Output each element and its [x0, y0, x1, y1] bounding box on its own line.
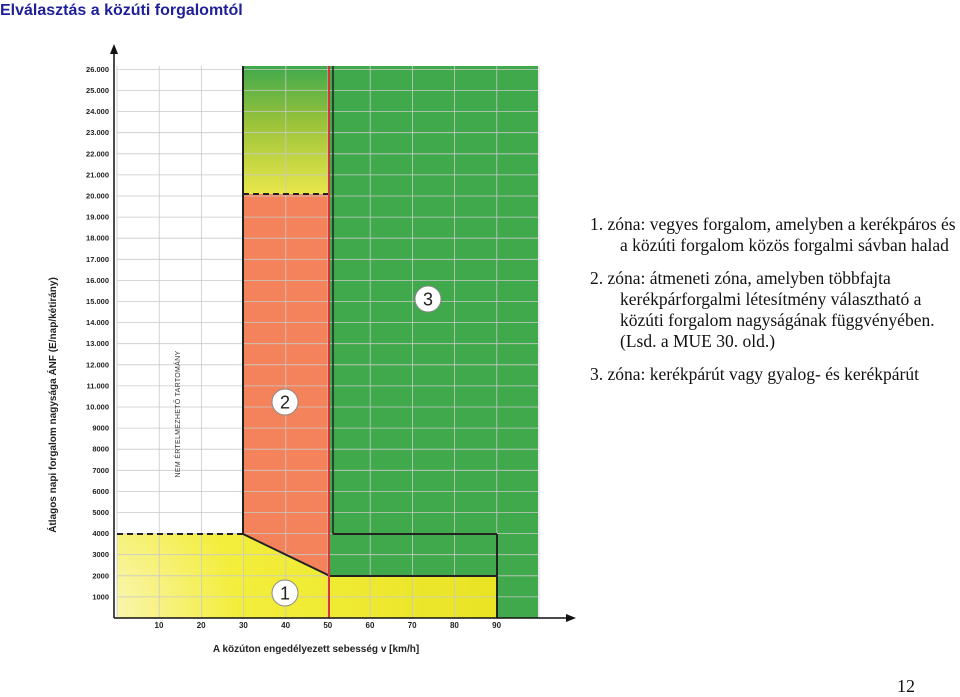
x-tick-label: 80: [450, 621, 459, 630]
y-tick-label: 11.000: [86, 381, 109, 390]
y-tick-label: 21.000: [86, 170, 109, 179]
y-tick-label: 20.000: [86, 192, 109, 201]
x-tick-label: 30: [239, 621, 248, 630]
y-axis-label: Átlagos napi forgalom nagysága ÁNF (E/na…: [46, 277, 59, 533]
zone-3-badge: 3: [414, 285, 442, 313]
svg-text:1: 1: [280, 584, 290, 604]
y-tick-label: 8000: [92, 445, 109, 454]
y-tick-label: 17.000: [86, 255, 109, 264]
page-number: 12: [897, 676, 915, 696]
legend-text: zóna: kerékpárút vagy gyalog- és kerékpá…: [607, 364, 919, 384]
x-tick-label: 60: [366, 621, 375, 630]
y-tick-label: 9000: [92, 424, 109, 433]
x-tick-label: 10: [155, 621, 164, 630]
zone-2-badge: 2: [271, 388, 299, 416]
y-tick-label: 25.000: [86, 86, 109, 95]
y-tick-label: 22.000: [86, 149, 109, 158]
y-tick-label: 2000: [92, 571, 109, 580]
legend-number: 3.: [590, 364, 604, 384]
zone-diagram: 1000 2000 3000 4000 5000 6000 7000 8000 9000 10.0…: [46, 44, 576, 655]
zone-legend: 1. zóna: vegyes forgalom, amelyben a ker…: [590, 214, 960, 397]
zone-1-badge: 1: [271, 579, 299, 607]
zone-boundaries: [117, 66, 498, 618]
y-tick-label: 24.000: [86, 107, 109, 116]
y-tick-label: 13.000: [86, 339, 109, 348]
undefined-range-area: [117, 66, 243, 534]
legend-item-zone-2: 2. zóna: átmeneti zóna, amelyben többfaj…: [590, 268, 960, 352]
y-tick-label: 3000: [92, 550, 109, 559]
undefined-range-label: NEM ÉRTELMEZHETŐ TARTOMÁNY: [173, 350, 182, 477]
legend-number: 1.: [590, 214, 604, 234]
zone-2-area: [243, 194, 330, 576]
legend-item-zone-3: 3. zóna: kerékpárút vagy gyalog- és keré…: [590, 364, 960, 385]
y-tick-label: 10.000: [86, 403, 109, 412]
y-axis-tick-labels: 1000 2000 3000 4000 5000 6000 7000 8000 9000 10.0…: [86, 65, 109, 602]
svg-text:2: 2: [280, 393, 290, 413]
y-tick-label: 18.000: [86, 234, 109, 243]
y-tick-label: 19.000: [86, 213, 109, 222]
x-tick-label: 20: [197, 621, 206, 630]
x-axis-label: A közúton engedélyezett sebesség v [km/h…: [213, 644, 419, 655]
legend-number: 2.: [590, 268, 604, 288]
y-tick-label: 14.000: [86, 318, 109, 327]
y-tick-label: 16.000: [86, 276, 109, 285]
y-tick-label: 1000: [92, 592, 109, 601]
y-tick-label: 5000: [92, 508, 109, 517]
zone-transition-gradient: [243, 66, 330, 194]
x-tick-label: 70: [408, 621, 417, 630]
y-tick-label: 7000: [92, 466, 109, 475]
page-title: Elválasztás a közúti forgalomtól: [0, 2, 243, 19]
axes: [110, 44, 576, 622]
legend-text: zóna: vegyes forgalom, amelyben a kerékp…: [607, 214, 956, 255]
y-tick-label: 6000: [92, 487, 109, 496]
x-tick-label: 50: [323, 621, 332, 630]
x-tick-label: 90: [492, 621, 501, 630]
y-tick-label: 15.000: [86, 297, 109, 306]
y-tick-label: 12.000: [86, 360, 109, 369]
x-axis-tick-labels: 10 20 30 40 50 60 70 80 90: [155, 621, 502, 630]
legend-text: zóna: átmeneti zóna, amelyben többfajta …: [607, 268, 935, 351]
y-tick-label: 4000: [92, 529, 109, 538]
legend-item-zone-1: 1. zóna: vegyes forgalom, amelyben a ker…: [590, 214, 960, 256]
x-tick-label: 40: [281, 621, 290, 630]
y-tick-label: 23.000: [86, 128, 109, 137]
svg-text:3: 3: [423, 290, 433, 310]
y-tick-label: 26.000: [86, 65, 109, 74]
